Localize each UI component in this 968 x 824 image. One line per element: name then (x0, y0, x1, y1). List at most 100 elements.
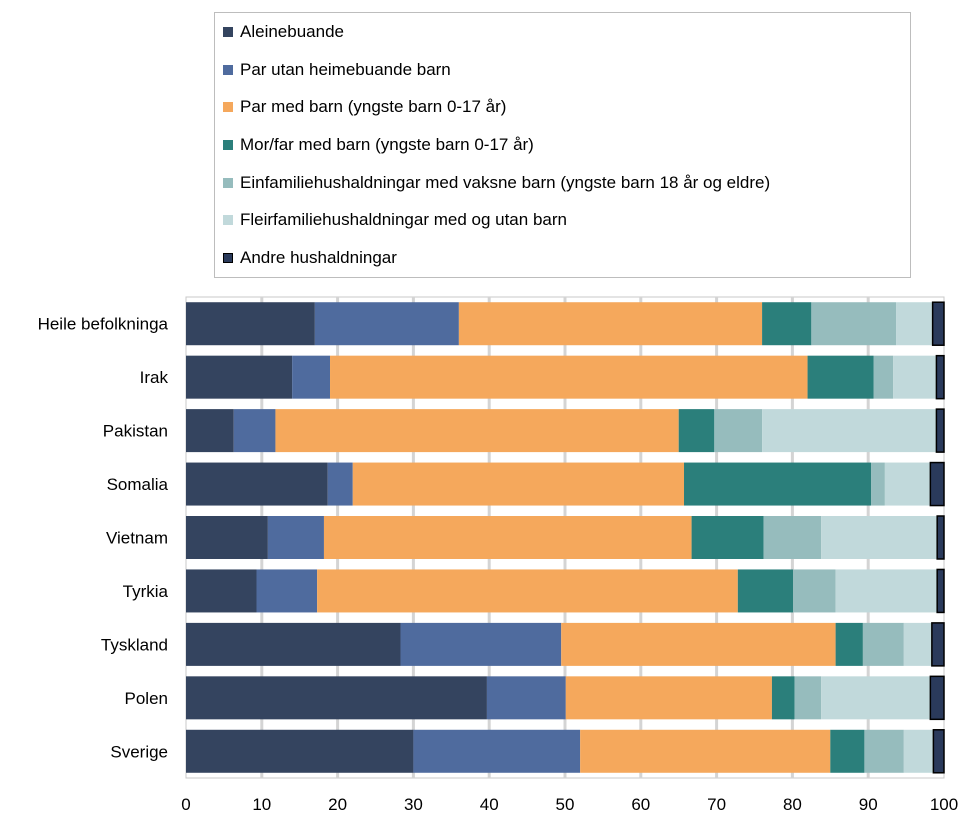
bar-segment (936, 568, 945, 614)
x-tick-label: 10 (252, 795, 271, 814)
bar-segment (903, 729, 934, 773)
bar-segment (317, 569, 738, 613)
bar-segment (314, 302, 459, 346)
bar-segment (793, 569, 836, 613)
x-tick-label: 90 (859, 795, 878, 814)
bar-segment (186, 622, 401, 666)
category-label: Heile befolkninga (38, 315, 169, 334)
bar-segment (862, 622, 904, 666)
bar-segment (762, 409, 937, 453)
bar-segment (691, 516, 764, 559)
bar-segment (936, 515, 945, 560)
bar-segment (896, 302, 933, 346)
legend-swatch (223, 215, 233, 225)
category-label: Somalia (107, 475, 169, 494)
bar-segment (352, 462, 685, 506)
bar-segment (186, 355, 293, 399)
bar-segment (835, 622, 863, 666)
bar-segment (684, 462, 872, 506)
bar-segment (929, 675, 945, 721)
category-label: Vietnam (106, 529, 168, 548)
x-tick-label: 30 (404, 795, 423, 814)
bar-segment (323, 516, 692, 559)
bar-segment (400, 622, 562, 666)
x-tick-label: 0 (181, 795, 190, 814)
legend-label: Mor/far med barn (yngste barn 0-17 år) (240, 135, 534, 154)
legend-item-mor-far-med-barn: Mor/far med barn (yngste barn 0-17 år) (223, 132, 534, 158)
bar-segment (186, 516, 268, 559)
legend: Aleinebuande Par utan heimebuande barn P… (214, 12, 911, 278)
bar-segment (186, 462, 328, 506)
legend-swatch (223, 140, 233, 150)
bar-segment (821, 676, 931, 720)
legend-item-einfamilie: Einfamiliehushaldningar med vaksne barn … (223, 170, 770, 196)
category-label: Tyrkia (123, 582, 169, 601)
bar-segment (267, 516, 324, 559)
x-tick-label: 100 (930, 795, 958, 814)
bar-segment (256, 569, 318, 613)
legend-label: Par utan heimebuande barn (240, 60, 451, 79)
bar-segment (935, 408, 945, 453)
category-label: Tyskland (101, 635, 168, 654)
x-tick-label: 40 (480, 795, 499, 814)
bar-segment (458, 302, 763, 346)
legend-item-par-med-barn: Par med barn (yngste barn 0-17 år) (223, 94, 506, 120)
bar-segment (678, 409, 715, 453)
bar-segment (186, 569, 257, 613)
legend-label: Andre hushaldningar (240, 248, 397, 267)
x-tick-label: 70 (707, 795, 726, 814)
legend-swatch (223, 102, 233, 112)
bar-segment (931, 622, 945, 667)
legend-label: Par med barn (yngste barn 0-17 år) (240, 97, 507, 116)
bar-segment (871, 462, 885, 506)
bar-segment (873, 355, 894, 399)
bar-segment (580, 729, 831, 773)
bar-segment (830, 729, 865, 773)
legend-label: Einfamiliehushaldningar med vaksne barn … (240, 173, 771, 192)
bar-segment (486, 676, 566, 720)
bar-segment (794, 676, 822, 720)
legend-item-andre: Andre hushaldningar (223, 245, 397, 271)
bar-segment (561, 622, 836, 666)
bar-segment (186, 729, 414, 773)
legend-item-fleirfamilie: Fleirfamiliehushaldningar med og utan ba… (223, 207, 567, 233)
bar-segment (821, 516, 938, 559)
legend-label: Aleinebuande (240, 22, 344, 41)
bar-segment (327, 462, 353, 506)
bar-segment (835, 569, 938, 613)
legend-swatch (223, 27, 233, 37)
bar-segment (275, 409, 679, 453)
x-tick-label: 80 (783, 795, 802, 814)
bar-segment (932, 729, 945, 774)
bar-segment (807, 355, 874, 399)
category-label: Pakistan (103, 422, 168, 441)
bar-segment (292, 355, 331, 399)
bar-segment (903, 622, 932, 666)
x-tick-label: 60 (631, 795, 650, 814)
bar-segment (737, 569, 794, 613)
bar-segment (233, 409, 276, 453)
bar-segment (893, 355, 937, 399)
bar-segment (330, 355, 808, 399)
legend-swatch (223, 178, 233, 188)
bar-segment (931, 301, 945, 346)
legend-swatch (223, 253, 233, 263)
bar-segment (935, 354, 945, 400)
bar-segment (929, 461, 945, 507)
bar-segment (565, 676, 772, 720)
bar-segment (714, 409, 763, 453)
category-label: Sverige (110, 742, 168, 761)
legend-label: Fleirfamiliehushaldningar med og utan ba… (240, 210, 567, 229)
x-tick-label: 20 (328, 795, 347, 814)
bar-segment (771, 676, 795, 720)
category-label: Polen (125, 689, 168, 708)
legend-item-aleinebuande: Aleinebuande (223, 19, 344, 45)
legend-item-par-utan-barn: Par utan heimebuande barn (223, 57, 451, 83)
bar-segment (811, 302, 897, 346)
legend-swatch (223, 65, 233, 75)
category-label: Irak (140, 368, 169, 387)
x-tick-label: 50 (556, 795, 575, 814)
bar-segment (186, 302, 315, 346)
